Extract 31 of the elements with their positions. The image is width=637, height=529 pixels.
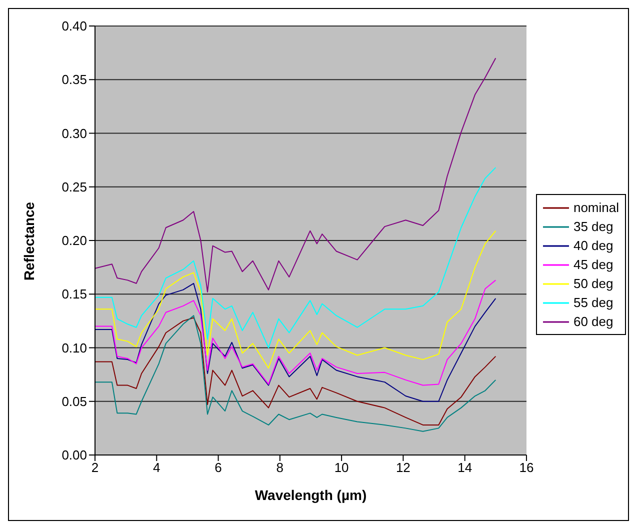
line-series (95, 280, 496, 386)
x-tick-label: 8 (276, 460, 284, 476)
legend-label: 40 deg (573, 238, 614, 253)
x-tick-label: 4 (153, 460, 160, 476)
legend-label: 45 deg (573, 257, 614, 272)
x-tick-label: 12 (396, 460, 410, 476)
x-tick-label: 14 (458, 460, 472, 476)
line-series (95, 58, 496, 292)
legend-label: nominal (573, 200, 619, 215)
line-series (95, 167, 496, 348)
y-tick-label: 0.05 (62, 394, 87, 409)
y-tick-label: 0.25 (62, 179, 87, 194)
y-tick-label: 0.35 (62, 72, 87, 88)
y-tick-label: 0.00 (62, 448, 87, 463)
y-tick-label: 0.20 (62, 233, 87, 248)
x-tick-label: 2 (91, 460, 99, 476)
legend-label: 50 deg (573, 276, 614, 291)
x-tick-label: 6 (214, 460, 222, 476)
y-tick-label: 0.30 (62, 126, 87, 141)
legend-label: 55 deg (573, 295, 614, 310)
y-tick-label: 0.10 (62, 340, 87, 356)
x-axis-title: Wavelength (µm) (254, 487, 367, 503)
legend-label: 35 deg (573, 219, 614, 234)
line-series (95, 230, 496, 369)
y-tick-label: 0.40 (62, 18, 87, 34)
x-tick-label: 16 (519, 460, 534, 476)
x-tick-label: 10 (334, 460, 349, 476)
y-tick-label: 0.15 (62, 286, 87, 302)
legend-label: 60 deg (573, 314, 614, 329)
y-axis-title: Reflectance (20, 202, 37, 280)
line-series (95, 282, 496, 402)
